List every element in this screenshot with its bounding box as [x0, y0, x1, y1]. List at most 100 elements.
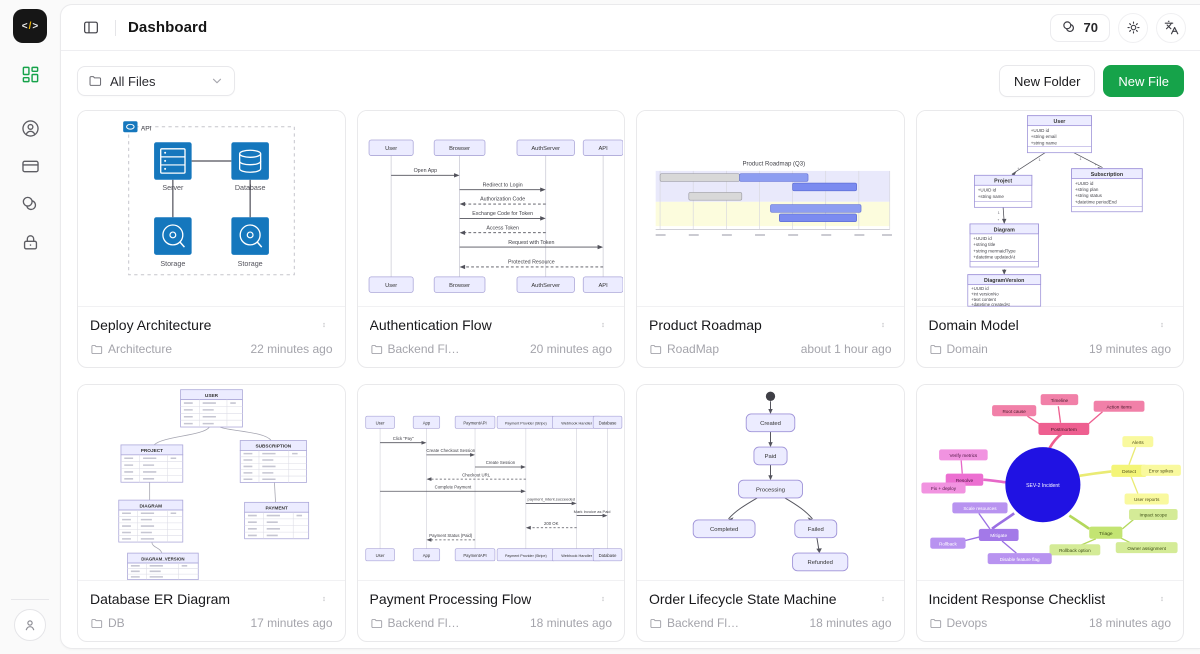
class-attr: +string title — [974, 242, 996, 247]
message-label: Protected Resource — [508, 259, 555, 265]
sidebar-item-credits[interactable] — [13, 189, 47, 219]
node-label: Database — [235, 184, 266, 192]
actor-label: App — [423, 420, 431, 425]
language-button[interactable] — [1156, 12, 1186, 43]
folder-icon — [929, 344, 941, 354]
file-card-payment-processing-flow[interactable]: User App PaymentAPI Payment Provider (St… — [356, 384, 625, 642]
message-label: Complete Payment — [435, 484, 472, 489]
credit-card-icon — [21, 160, 39, 172]
thumbnail: User Browser AuthServer API User Browser… — [357, 111, 624, 307]
credits-badge[interactable]: 70 — [1049, 13, 1110, 42]
main-panel: Dashboard 70 All Files New Folder New Fi… — [60, 4, 1200, 649]
card-menu-button[interactable] — [594, 316, 612, 334]
class-attr: +datetime createdAt — [971, 301, 1010, 306]
actor-label: Database — [599, 420, 618, 425]
table-name: USER — [205, 392, 219, 398]
sidebar-item-security[interactable] — [13, 227, 47, 257]
class-attr: +UUID id — [974, 236, 993, 241]
folder-icon — [91, 618, 103, 628]
thumbnail: API — [78, 111, 345, 307]
header-divider — [115, 19, 116, 36]
node-label: Server — [162, 184, 184, 192]
user-avatar[interactable] — [14, 609, 46, 641]
file-title: Payment Processing Flow — [369, 591, 532, 607]
card-body: Database ER Diagram DB 17 minutes ago — [78, 581, 345, 641]
mindmap-node: User reports — [1134, 497, 1160, 502]
class-attr: +UUID id — [1075, 180, 1094, 185]
class-attr: +string name — [1031, 140, 1058, 145]
table-name: PAYMENT — [265, 505, 287, 511]
chevron-down-icon — [212, 78, 222, 84]
card-menu-button[interactable] — [1153, 590, 1171, 608]
kebab-icon — [602, 596, 604, 602]
card-body: Authentication Flow Backend Fl… 20 minut… — [358, 307, 625, 367]
file-folder: Architecture — [90, 342, 172, 356]
svg-text:1: 1 — [998, 209, 1001, 214]
card-body: Payment Processing Flow Backend Fl… 18 m… — [358, 581, 625, 641]
class-attr: +string mermaidType — [974, 248, 1017, 253]
file-time: 18 minutes ago — [809, 616, 892, 630]
svg-text:1: 1 — [1080, 155, 1083, 160]
file-card-authentication-flow[interactable]: User Browser AuthServer API User Browser… — [356, 110, 625, 368]
card-menu-button[interactable] — [594, 590, 612, 608]
sidebar-item-billing[interactable] — [13, 151, 47, 181]
sidebar-divider — [11, 599, 49, 600]
file-card-product-roadmap[interactable]: Product Roadmap (Q3) — [636, 110, 905, 368]
mindmap-node: Timeline — [1051, 397, 1069, 402]
class-attr: +datetime updatedAt — [974, 254, 1017, 259]
node-label: Storage — [237, 259, 262, 267]
layout-dashboard-icon — [22, 66, 38, 82]
sidebar-item-profile[interactable] — [13, 113, 47, 143]
file-card-incident-response-checklist[interactable]: SEV-2 Incident Postmortem Timeline Root … — [915, 384, 1184, 642]
class-attr: +UUID id — [971, 285, 989, 290]
folder-icon — [370, 618, 382, 628]
actor-label: Database — [599, 552, 618, 557]
kebab-icon — [602, 322, 604, 328]
thumbnail: USER PROJECT — [78, 385, 345, 581]
kebab-icon — [1161, 322, 1163, 328]
new-folder-button[interactable]: New Folder — [998, 65, 1096, 97]
mindmap-node: Rollback option — [1059, 548, 1091, 553]
table-name: SUBSCRIPTION — [255, 443, 291, 449]
class-diagram-thumbnail: 1 * 1 * 1 * User +UUID id +string email +stri… — [967, 114, 1143, 306]
new-file-button[interactable]: New File — [1103, 65, 1184, 97]
class-attr: +string status — [1075, 193, 1103, 198]
file-card-deploy-architecture[interactable]: API — [77, 110, 346, 368]
card-menu-button[interactable] — [315, 316, 333, 334]
mindmap-center-label: SEV-2 Incident — [1026, 482, 1060, 488]
message-label: Checkout URL — [462, 472, 491, 477]
user-circle-icon — [21, 119, 39, 137]
folder-icon — [650, 344, 662, 354]
sidebar-toggle-button[interactable] — [77, 14, 105, 42]
er-diagram-thumbnail: USER PROJECT — [118, 388, 309, 580]
mindmap-node: Alerts — [1132, 439, 1145, 444]
file-title: Domain Model — [928, 317, 1019, 333]
card-menu-button[interactable] — [1153, 316, 1171, 334]
thumbnail: Created Paid Processing Completed Failed… — [637, 385, 904, 581]
file-card-order-lifecycle-state-machine[interactable]: Created Paid Processing Completed Failed… — [636, 384, 905, 642]
file-card-domain-model[interactable]: 1 * 1 * 1 * User +UUID id +string email +stri… — [915, 110, 1184, 368]
card-menu-button[interactable] — [874, 590, 892, 608]
actor-label: Browser — [449, 282, 470, 288]
sidebar-item-dashboard[interactable] — [13, 59, 47, 89]
logo-glyph-right: > — [32, 20, 39, 32]
folder-filter-select[interactable]: All Files — [77, 66, 235, 96]
thumbnail: 1 * 1 * 1 * User +UUID id +string email +stri… — [916, 111, 1183, 307]
folder-filter-value: All Files — [110, 73, 156, 89]
credits-count: 70 — [1083, 20, 1098, 35]
architecture-diagram-thumbnail: API — [122, 120, 295, 275]
theme-toggle-button[interactable] — [1118, 12, 1148, 43]
file-time: 19 minutes ago — [1088, 342, 1171, 356]
kebab-icon — [323, 596, 324, 602]
file-card-database-er-diagram[interactable]: USER PROJECT — [77, 384, 346, 642]
card-menu-button[interactable] — [315, 590, 333, 608]
file-folder: DB — [90, 616, 125, 630]
actor-label: User — [385, 282, 397, 288]
card-menu-button[interactable] — [874, 316, 892, 334]
file-time: 22 minutes ago — [250, 342, 333, 356]
folder-icon — [929, 618, 941, 628]
svg-text:*: * — [1018, 165, 1020, 170]
app-logo[interactable]: < / > — [13, 9, 47, 43]
node-label: Storage — [160, 259, 185, 267]
folder-icon — [89, 76, 102, 86]
